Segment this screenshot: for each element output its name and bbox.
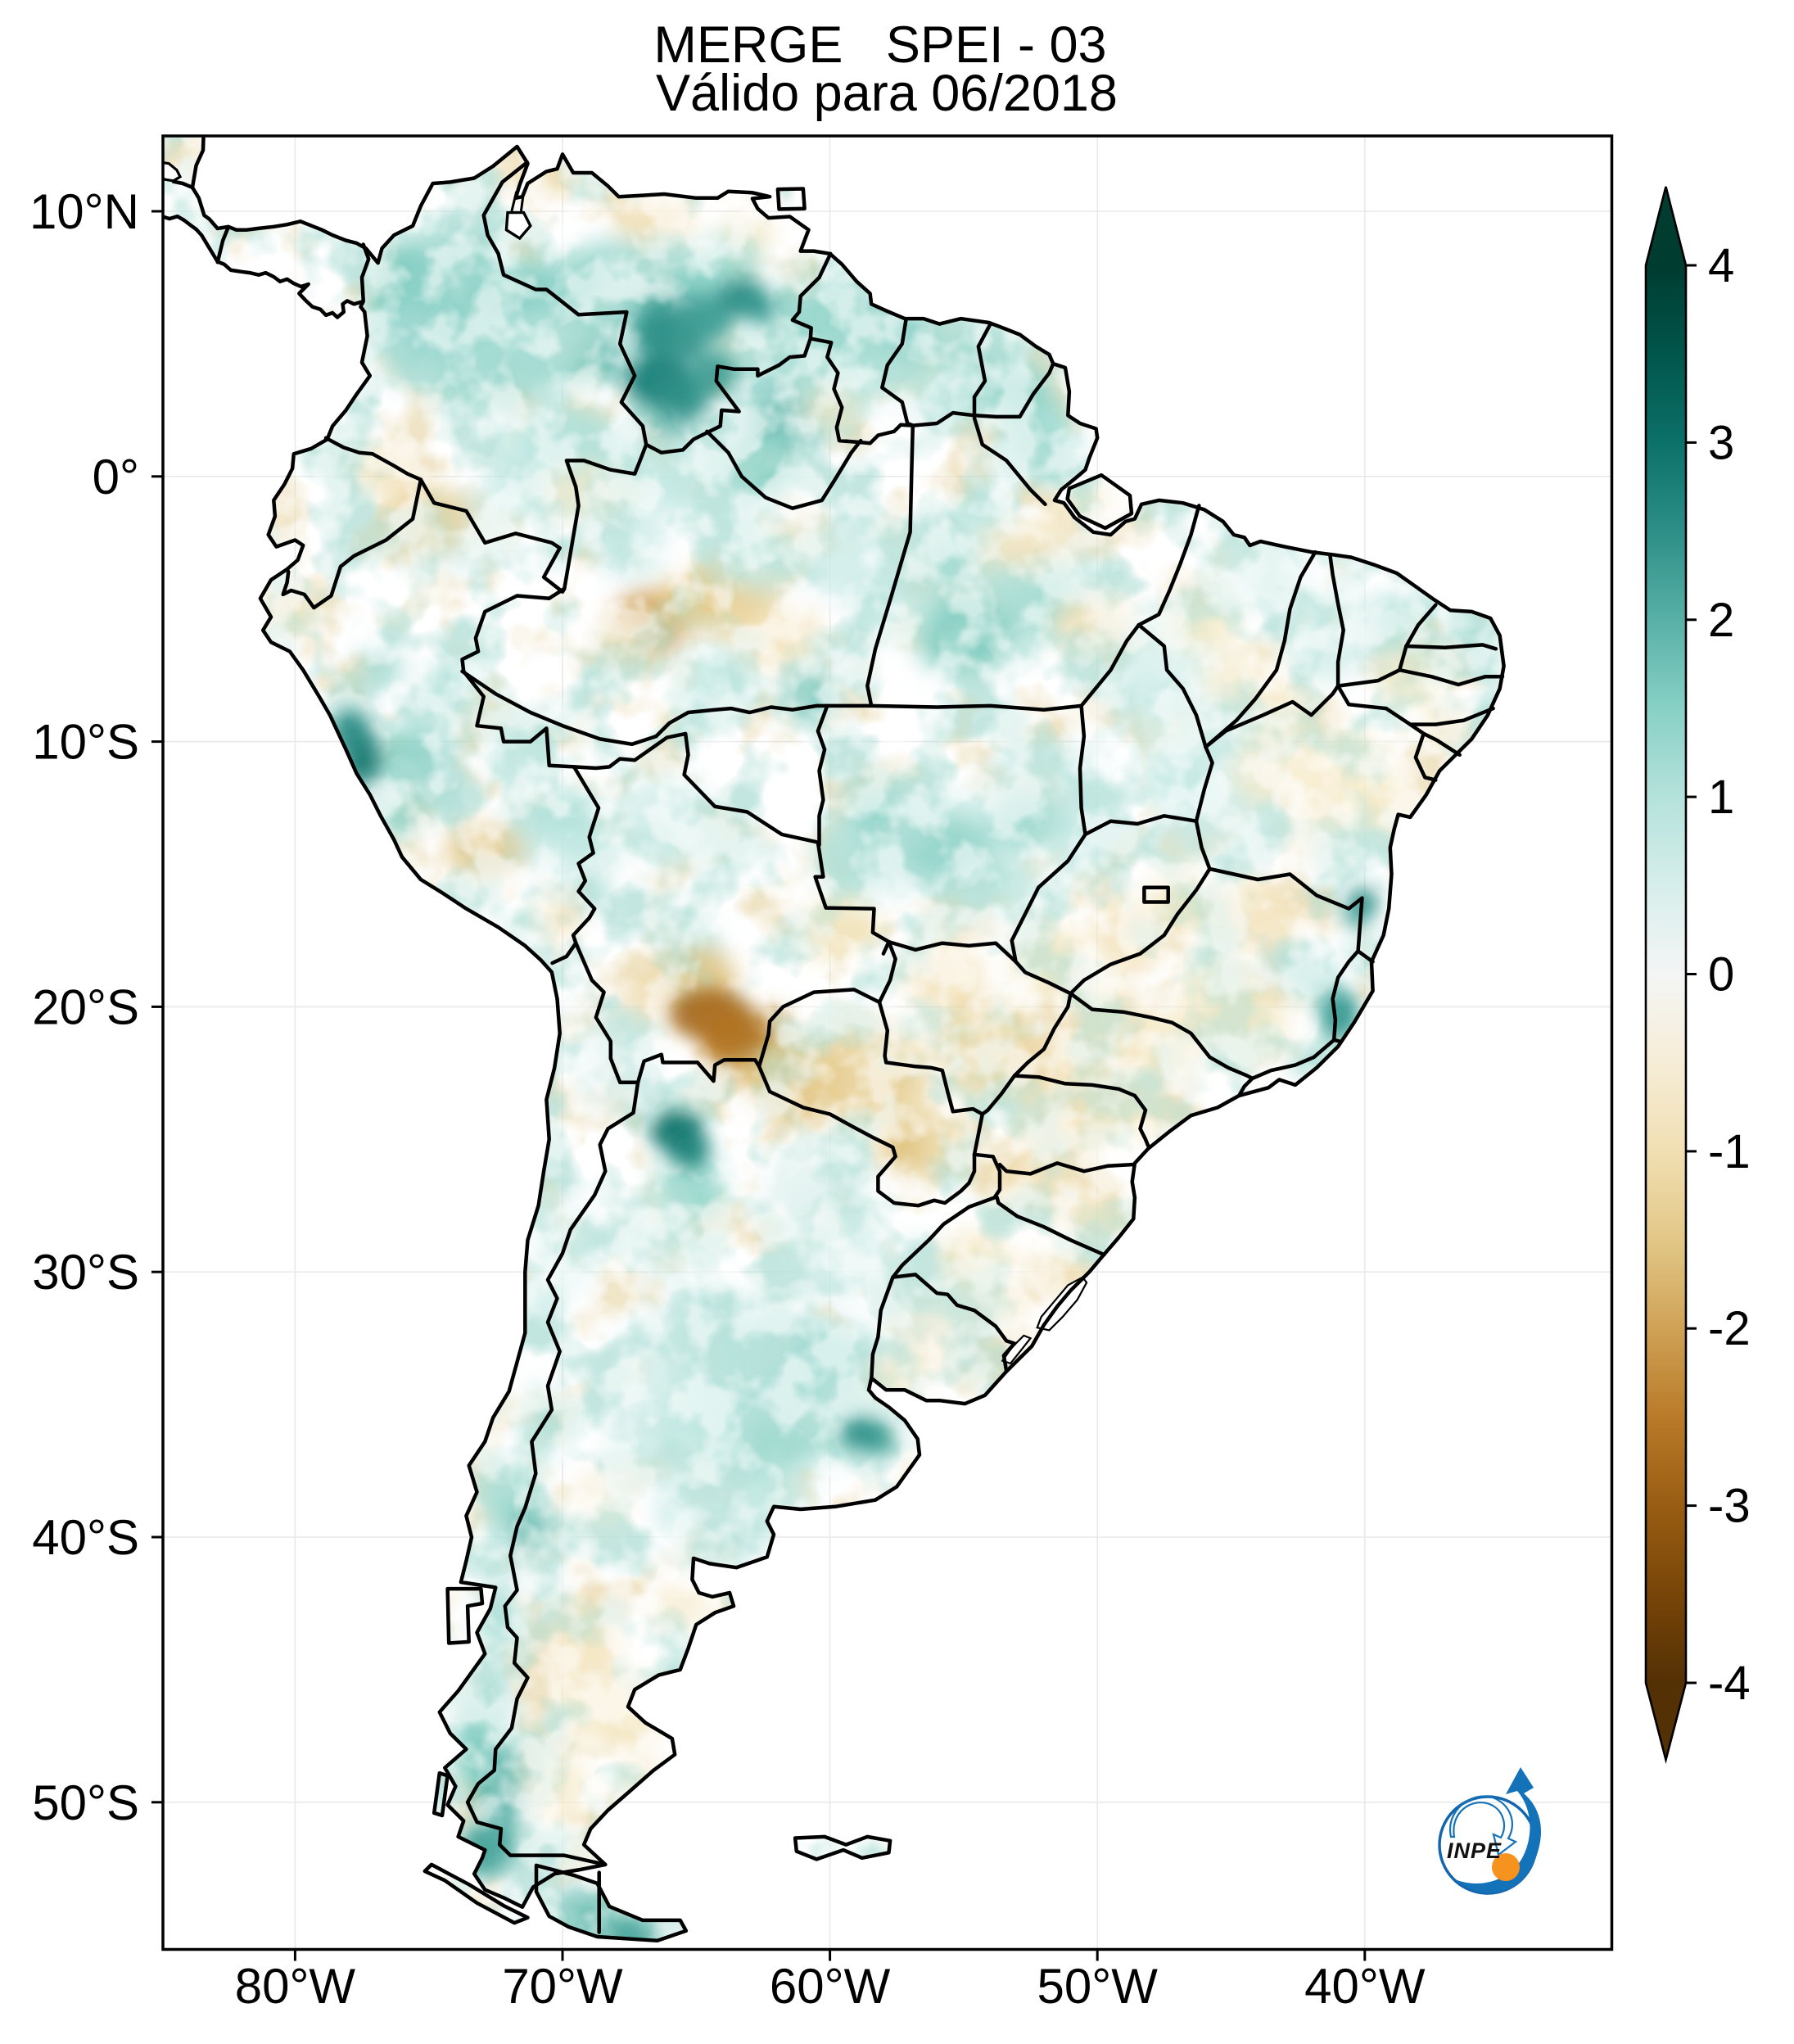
svg-text:20°S: 20°S bbox=[32, 979, 139, 1034]
svg-text:-4: -4 bbox=[1708, 1657, 1751, 1710]
svg-text:-1: -1 bbox=[1708, 1125, 1751, 1178]
svg-text:10°N: 10°N bbox=[29, 184, 139, 239]
svg-text:0: 0 bbox=[1708, 948, 1734, 1002]
svg-text:50°W: 50°W bbox=[1037, 1959, 1159, 2014]
svg-text:-2: -2 bbox=[1708, 1302, 1751, 1355]
svg-text:Válido para 06/2018: Válido para 06/2018 bbox=[656, 65, 1118, 122]
svg-text:50°S: 50°S bbox=[32, 1775, 139, 1830]
svg-text:10°S: 10°S bbox=[32, 715, 139, 770]
svg-text:40°S: 40°S bbox=[32, 1510, 139, 1565]
svg-text:0°: 0° bbox=[93, 450, 139, 504]
svg-text:60°W: 60°W bbox=[770, 1959, 891, 2014]
svg-text:INPE: INPE bbox=[1447, 1838, 1502, 1863]
svg-text:2: 2 bbox=[1708, 594, 1734, 647]
svg-text:80°W: 80°W bbox=[235, 1959, 356, 2014]
svg-text:30°S: 30°S bbox=[32, 1245, 139, 1300]
svg-text:-3: -3 bbox=[1708, 1480, 1751, 1533]
svg-text:4: 4 bbox=[1708, 239, 1734, 292]
svg-text:1: 1 bbox=[1708, 771, 1734, 824]
svg-text:MERGE SPEI - 03: MERGE SPEI - 03 bbox=[653, 16, 1106, 74]
svg-text:40°W: 40°W bbox=[1304, 1959, 1426, 2014]
svg-text:3: 3 bbox=[1708, 416, 1734, 469]
svg-text:70°W: 70°W bbox=[502, 1959, 623, 2014]
